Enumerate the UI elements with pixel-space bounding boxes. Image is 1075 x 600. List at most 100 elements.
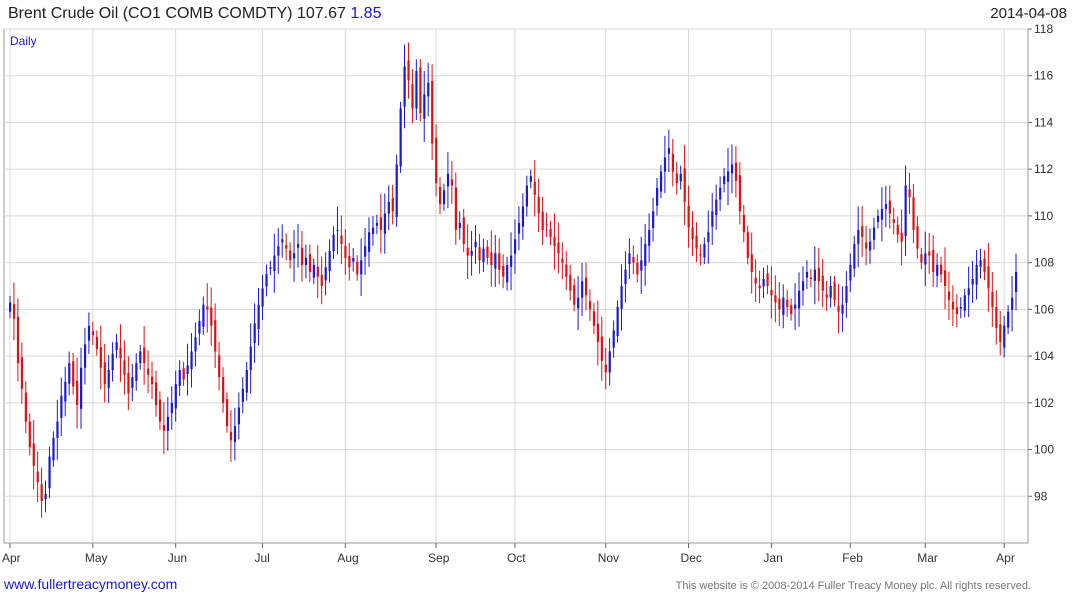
bar-body (158, 399, 162, 422)
y-axis: 98 100 102 104 106 108 110 112 114 116 118 (1028, 22, 1054, 503)
bar-body (644, 243, 647, 266)
ohlc-bar (229, 410, 233, 462)
ohlc-bar (371, 216, 375, 246)
ohlc-bar (222, 367, 225, 413)
bar-body (237, 407, 241, 425)
bar-body (194, 337, 197, 352)
bar-body (510, 255, 513, 267)
ohlc-bar (312, 258, 315, 285)
bar-body (277, 246, 280, 256)
bar-body (178, 370, 181, 386)
x-tick-label: Nov (598, 551, 619, 565)
ohlc-bar (502, 254, 505, 289)
ohlc-bar (683, 144, 686, 226)
ohlc-bar (612, 320, 615, 358)
ohlc-bar (474, 224, 477, 264)
ohlc-bar (249, 323, 252, 394)
ohlc-bar (368, 217, 371, 267)
bar-body (561, 258, 564, 263)
ohlc-bar (458, 211, 461, 240)
website-link[interactable]: www.fullertreacymoney.com (4, 576, 178, 592)
bar-body (920, 254, 923, 263)
y-tick-label: 100 (1034, 443, 1054, 457)
ohlc-bar (419, 59, 422, 122)
ohlc-bar (991, 272, 994, 328)
ohlc-bar (300, 231, 304, 282)
x-tick-label: Aug (337, 551, 358, 565)
bar-body (103, 362, 106, 385)
ohlc-bar (32, 420, 35, 490)
ohlc-bar (383, 193, 386, 254)
ohlc-bar (837, 283, 840, 334)
bar-body (916, 226, 919, 249)
bar-body (924, 253, 927, 265)
ohlc-bar (360, 238, 363, 296)
ohlc-bar (711, 192, 714, 245)
y-tick-label: 110 (1034, 209, 1053, 223)
ohlc-bar (324, 252, 327, 296)
ohlc-bar (293, 229, 296, 282)
bar-body (174, 384, 177, 409)
ohlc-bar (648, 213, 651, 263)
ohlc-bar (817, 247, 820, 302)
ohlc-bar (947, 271, 951, 321)
ohlc-bar (687, 185, 690, 248)
bar-body (269, 267, 272, 269)
ohlc-bar (269, 260, 272, 276)
bar-body (131, 377, 134, 388)
bar-body (20, 357, 24, 389)
bar-body (640, 260, 643, 271)
x-tick-label: Mar (917, 551, 938, 565)
ohlc-bar (979, 248, 982, 279)
bar-body (494, 253, 497, 269)
ohlc-bar (178, 360, 181, 396)
bar-body (817, 267, 820, 282)
ohlc-bar (427, 62, 430, 117)
bar-body (900, 232, 903, 242)
bar-body (557, 242, 560, 254)
ohlc-bar (253, 303, 256, 364)
ohlc-bar (466, 224, 469, 279)
ohlc-bar (486, 240, 489, 265)
ohlc-bar (691, 210, 694, 256)
ohlc-bar (233, 407, 237, 461)
bar-body (344, 245, 347, 258)
y-tick-label: 98 (1034, 489, 1048, 503)
bar-body (431, 80, 434, 144)
bar-body (979, 260, 982, 267)
ohlc-bar (655, 177, 659, 216)
bar-body (502, 265, 505, 277)
ohlc-bar (644, 223, 647, 286)
ohlc-bar (135, 353, 138, 391)
ohlc-bar (600, 316, 603, 381)
bar-body (553, 236, 556, 247)
ohlc-bar (454, 172, 457, 245)
ohlc-bar (399, 101, 402, 173)
ohlc-bar (241, 377, 244, 414)
ohlc-bar (778, 281, 781, 326)
bar-body (794, 304, 797, 309)
ohlc-bar (869, 228, 872, 264)
ohlc-bar (573, 278, 576, 312)
ohlc-bar (801, 266, 805, 306)
y-tick-label: 106 (1034, 302, 1054, 316)
bar-body (170, 402, 173, 414)
ohlc-bar (904, 165, 907, 257)
ohlc-bar (20, 342, 24, 404)
ohlc-bar (541, 196, 544, 245)
bar-body (466, 247, 469, 256)
bar-body (766, 273, 769, 286)
bar-body (293, 253, 296, 259)
bar-body (825, 294, 828, 298)
bar-body (415, 71, 418, 109)
bar-body (703, 243, 706, 258)
ohlc-bar (107, 355, 110, 403)
bar-body (99, 347, 102, 368)
bar-body (83, 344, 87, 368)
bar-body (56, 421, 59, 438)
bar-body (324, 267, 327, 281)
bar-body (999, 324, 1002, 343)
bar-body (940, 264, 943, 275)
bar-body (987, 266, 990, 289)
bar-body (383, 213, 386, 234)
